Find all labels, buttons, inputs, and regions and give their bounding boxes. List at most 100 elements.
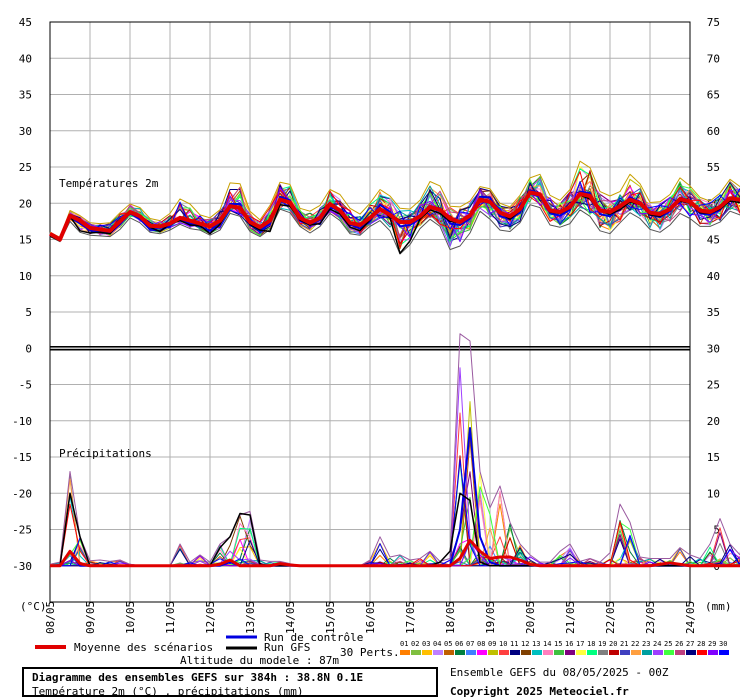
right-tick-label: 55 bbox=[707, 161, 720, 174]
pert-color-swatch bbox=[532, 650, 542, 655]
pert-color-swatch bbox=[466, 650, 476, 655]
left-tick-label: 25 bbox=[19, 161, 32, 174]
legend-gfs-label: Run GFS bbox=[264, 641, 310, 654]
plot-frame bbox=[49, 21, 691, 603]
pert-number: 20 bbox=[609, 640, 617, 648]
pert-color-swatch bbox=[455, 650, 465, 655]
x-date-label: 20/05 bbox=[524, 601, 537, 634]
left-tick-label: 20 bbox=[19, 197, 32, 210]
right-tick-label: 40 bbox=[707, 270, 720, 283]
temperature-member-line bbox=[49, 182, 740, 241]
temperature-member-line bbox=[49, 182, 740, 240]
pert-color-swatch bbox=[708, 650, 718, 655]
model-altitude: Altitude du modele : 87m bbox=[180, 654, 339, 667]
precipitation-member-line bbox=[49, 552, 740, 567]
pert-color-swatch bbox=[653, 650, 663, 655]
left-tick-label: 0 bbox=[25, 342, 32, 355]
pert-number: 04 bbox=[433, 640, 441, 648]
pert-number: 13 bbox=[532, 640, 540, 648]
pert-color-swatch bbox=[554, 650, 564, 655]
left-tick-label: 5 bbox=[25, 306, 32, 319]
x-date-label: 21/05 bbox=[564, 601, 577, 634]
pert-number: 02 bbox=[411, 640, 419, 648]
right-tick-label: 10 bbox=[707, 487, 720, 500]
pert-color-swatch bbox=[642, 650, 652, 655]
left-tick-label: -10 bbox=[12, 415, 32, 428]
pert-number: 03 bbox=[422, 640, 430, 648]
precipitation-member-line bbox=[49, 412, 740, 567]
pert-number: 23 bbox=[642, 640, 650, 648]
run-info: Ensemble GEFS du 08/05/2025 - 00Z bbox=[450, 666, 669, 679]
x-axis-date-labels: 08/05 09/05 10/05 11/05 12/05 13/05 14/05 15/05… bbox=[44, 601, 697, 634]
temperature-panel-label: Températures 2m bbox=[59, 177, 159, 190]
pert-color-swatch bbox=[411, 650, 421, 655]
right-tick-label: 35 bbox=[707, 306, 720, 319]
pert-number: 14 bbox=[543, 640, 551, 648]
left-tick-label: 30 bbox=[19, 125, 32, 138]
pert-color-swatch bbox=[433, 650, 443, 655]
precipitation-member-line bbox=[49, 515, 740, 567]
left-tick-label: -15 bbox=[12, 451, 32, 464]
x-date-label: 23/05 bbox=[644, 601, 657, 634]
left-axis-ticks: 45 40 35 30 25 20 15 10 5 0 -5 -10 -15 -20 -25 -30 bbox=[12, 16, 32, 573]
footer-subtitle: Température 2m (°C) , précipitations (mm… bbox=[32, 685, 304, 698]
legend-mean-label: Moyenne des scénarios bbox=[74, 641, 213, 654]
precipitation-member-line bbox=[49, 459, 740, 567]
x-date-label: 11/05 bbox=[164, 601, 177, 634]
temperature-mean-line bbox=[48, 190, 740, 242]
pert-color-swatch bbox=[510, 650, 520, 655]
right-tick-label: 30 bbox=[707, 342, 720, 355]
pert-number: 16 bbox=[565, 640, 573, 648]
pert-color-swatch bbox=[422, 650, 432, 655]
pert-color-swatch bbox=[675, 650, 685, 655]
pert-number: 08 bbox=[477, 640, 485, 648]
pert-number: 19 bbox=[598, 640, 606, 648]
pert-color-swatch bbox=[400, 650, 410, 655]
temperature-max-line bbox=[49, 160, 740, 238]
pert-number: 06 bbox=[455, 640, 463, 648]
pert-number: 25 bbox=[664, 640, 672, 648]
temperature-member-line bbox=[49, 181, 740, 241]
x-date-label: 13/05 bbox=[244, 601, 257, 634]
right-tick-label: 75 bbox=[707, 16, 720, 29]
perts-label: 30 Perts. bbox=[340, 646, 400, 659]
pert-color-swatch bbox=[444, 650, 454, 655]
right-tick-label: 60 bbox=[707, 125, 720, 138]
pert-number: 07 bbox=[466, 640, 474, 648]
pert-number: 09 bbox=[488, 640, 496, 648]
left-tick-label: 40 bbox=[19, 52, 32, 65]
pert-number: 11 bbox=[510, 640, 518, 648]
grid bbox=[49, 21, 691, 603]
pert-color-swatch bbox=[521, 650, 531, 655]
pert-color-swatch bbox=[598, 650, 608, 655]
pert-number: 01 bbox=[400, 640, 408, 648]
pert-number: 17 bbox=[576, 640, 584, 648]
pert-color-swatch bbox=[609, 650, 619, 655]
pert-color-swatch bbox=[686, 650, 696, 655]
pert-color-swatch bbox=[576, 650, 586, 655]
pert-number: 29 bbox=[708, 640, 716, 648]
pert-color-swatch bbox=[565, 650, 575, 655]
temperature-member-line bbox=[49, 170, 740, 245]
x-date-label: 10/05 bbox=[124, 601, 137, 634]
pert-number: 26 bbox=[675, 640, 683, 648]
pert-color-swatch bbox=[664, 650, 674, 655]
pert-number: 24 bbox=[653, 640, 661, 648]
x-date-label: 15/05 bbox=[324, 601, 337, 634]
pert-number: 21 bbox=[620, 640, 628, 648]
legend-control-label: Run de contrôle bbox=[264, 631, 363, 644]
x-date-label: 09/05 bbox=[84, 601, 97, 634]
precipitation-member-line bbox=[50, 486, 740, 567]
pert-color-swatch bbox=[697, 650, 707, 655]
y-unit-label: (°C) bbox=[20, 600, 47, 613]
precipitation-max-line bbox=[49, 333, 740, 567]
footer-title: Diagramme des ensembles GEFS sur 384h : … bbox=[32, 671, 364, 684]
right-tick-label: 15 bbox=[707, 451, 720, 464]
precipitation-member-line bbox=[49, 401, 740, 567]
left-tick-label: -5 bbox=[19, 379, 32, 392]
precipitation-member-line bbox=[50, 439, 740, 567]
left-tick-label: 15 bbox=[19, 234, 32, 247]
right-tick-label: 70 bbox=[707, 52, 720, 65]
pert-number: 12 bbox=[521, 640, 529, 648]
